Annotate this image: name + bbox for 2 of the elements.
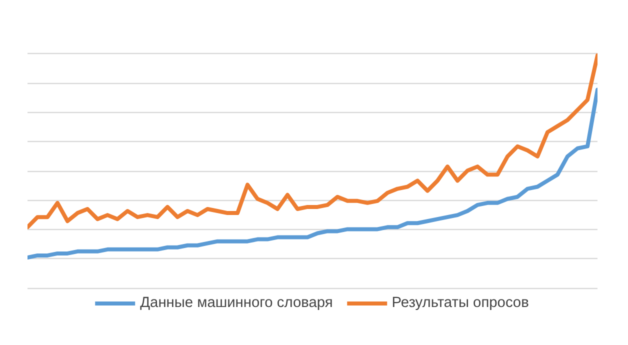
legend-label: Результаты опросов (392, 295, 529, 311)
legend-label: Данные машинного словаря (140, 295, 333, 311)
